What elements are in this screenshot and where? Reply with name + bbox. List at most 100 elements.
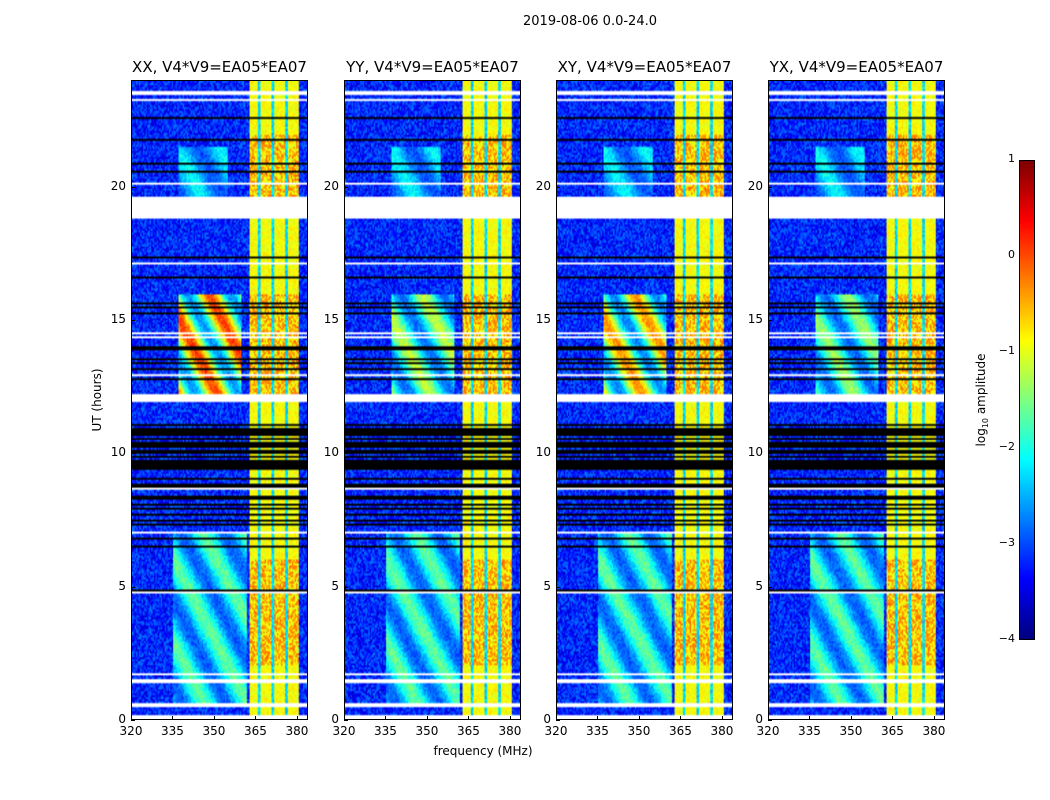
panel-title-xx: XX, V4*V9=EA05*EA07 bbox=[132, 58, 307, 76]
y-tick-mark bbox=[344, 586, 348, 588]
y-tick-mark bbox=[131, 320, 135, 321]
colorbar-tick-label: 0 bbox=[1008, 248, 1015, 261]
y-tick-label: 15 bbox=[747, 312, 763, 326]
x-tick-mark bbox=[468, 716, 470, 720]
y-tick-label: 20 bbox=[747, 178, 763, 193]
colorbar bbox=[1019, 160, 1035, 640]
x-tick-label: 380 bbox=[922, 724, 946, 738]
x-tick-mark bbox=[131, 716, 132, 720]
y-tick-label: 0 bbox=[331, 712, 339, 726]
heatmap-image bbox=[132, 81, 307, 719]
x-tick-mark bbox=[344, 716, 345, 720]
y-tick-mark bbox=[556, 186, 560, 188]
y-tick-label: 0 bbox=[755, 712, 763, 726]
y-tick-label: 20 bbox=[535, 178, 551, 193]
y-axis-label: UT (hours) bbox=[90, 368, 104, 432]
x-tick-label: 380 bbox=[498, 724, 522, 738]
y-tick-mark bbox=[556, 320, 560, 321]
y-tick-label: 15 bbox=[323, 312, 339, 326]
y-tick-label: 0 bbox=[118, 712, 126, 726]
x-tick-label: 335 bbox=[798, 724, 821, 738]
x-tick-label: 365 bbox=[457, 724, 480, 738]
y-tick-mark bbox=[556, 586, 560, 588]
y-tick-mark bbox=[768, 186, 772, 188]
panel-title-xy: XY, V4*V9=EA05*EA07 bbox=[557, 58, 732, 76]
x-tick-mark bbox=[933, 716, 935, 720]
x-tick-label: 365 bbox=[881, 724, 904, 738]
y-tick-label: 0 bbox=[543, 712, 551, 726]
x-tick-mark bbox=[385, 716, 387, 720]
x-tick-label: 350 bbox=[202, 724, 226, 738]
x-tick-mark bbox=[638, 716, 640, 720]
y-tick-mark bbox=[131, 186, 135, 188]
heatmap-image bbox=[345, 81, 520, 719]
heatmap-image bbox=[557, 81, 732, 719]
x-tick-mark bbox=[556, 716, 557, 720]
x-tick-label: 380 bbox=[710, 724, 734, 738]
y-tick-label: 10 bbox=[323, 445, 339, 460]
y-tick-mark bbox=[344, 453, 348, 455]
panel-title-yx: YX, V4*V9=EA05*EA07 bbox=[769, 58, 944, 76]
y-tick-mark bbox=[131, 453, 135, 455]
y-tick-label: 20 bbox=[110, 178, 126, 193]
x-tick-mark bbox=[597, 716, 599, 720]
y-tick-label: 20 bbox=[323, 178, 339, 193]
colorbar-tick-label: −2 bbox=[998, 440, 1015, 453]
y-tick-mark bbox=[768, 720, 772, 721]
colorbar-tick-label: −1 bbox=[998, 344, 1015, 357]
x-tick-mark bbox=[768, 716, 769, 720]
x-axis-label: frequency (MHz) bbox=[433, 744, 533, 758]
x-tick-label: 320 bbox=[756, 724, 780, 738]
y-tick-label: 5 bbox=[543, 578, 551, 593]
colorbar-tick-label: −4 bbox=[998, 632, 1015, 645]
y-tick-label: 10 bbox=[110, 445, 126, 460]
y-tick-label: 15 bbox=[535, 312, 551, 326]
y-tick-mark bbox=[344, 720, 348, 721]
y-tick-mark bbox=[131, 586, 135, 588]
x-tick-mark bbox=[296, 716, 298, 720]
x-tick-label: 335 bbox=[374, 724, 397, 738]
x-tick-label: 335 bbox=[161, 724, 184, 738]
heatmap-panel-yy bbox=[344, 80, 521, 720]
x-tick-mark bbox=[426, 716, 428, 720]
x-tick-label: 365 bbox=[244, 724, 267, 738]
x-tick-label: 320 bbox=[332, 724, 356, 738]
x-tick-label: 320 bbox=[544, 724, 568, 738]
heatmap-panel-xx bbox=[131, 80, 308, 720]
colorbar-label: log10 amplitude bbox=[973, 353, 991, 447]
x-tick-label: 350 bbox=[839, 724, 863, 738]
heatmap-panel-xy bbox=[556, 80, 733, 720]
panel-title-yy: YY, V4*V9=EA05*EA07 bbox=[346, 58, 519, 76]
y-tick-label: 15 bbox=[110, 312, 126, 326]
x-tick-label: 320 bbox=[119, 724, 143, 738]
y-tick-mark bbox=[556, 453, 560, 455]
y-tick-mark bbox=[768, 320, 772, 321]
x-tick-mark bbox=[172, 716, 174, 720]
y-tick-mark bbox=[556, 720, 560, 721]
heatmap-panel-yx bbox=[768, 80, 945, 720]
x-tick-label: 380 bbox=[285, 724, 309, 738]
x-tick-mark bbox=[892, 716, 894, 720]
x-tick-mark bbox=[255, 716, 257, 720]
x-tick-mark bbox=[809, 716, 811, 720]
colorbar-tick-label: −3 bbox=[998, 536, 1015, 549]
y-tick-mark bbox=[768, 586, 772, 588]
x-tick-mark bbox=[509, 716, 511, 720]
x-tick-mark bbox=[680, 716, 682, 720]
y-tick-label: 10 bbox=[747, 445, 763, 460]
y-tick-mark bbox=[344, 320, 348, 321]
x-tick-label: 350 bbox=[627, 724, 651, 738]
x-tick-label: 365 bbox=[669, 724, 692, 738]
heatmap-image bbox=[769, 81, 944, 719]
x-tick-mark bbox=[721, 716, 723, 720]
x-tick-mark bbox=[213, 716, 215, 720]
y-tick-label: 5 bbox=[755, 578, 763, 593]
figure-title: 2019-08-06 0.0-24.0 bbox=[523, 14, 657, 29]
x-tick-mark bbox=[850, 716, 852, 720]
y-tick-label: 5 bbox=[118, 578, 126, 593]
y-tick-label: 10 bbox=[535, 445, 551, 460]
x-tick-label: 335 bbox=[586, 724, 609, 738]
y-tick-mark bbox=[131, 720, 135, 721]
x-tick-label: 350 bbox=[415, 724, 439, 738]
